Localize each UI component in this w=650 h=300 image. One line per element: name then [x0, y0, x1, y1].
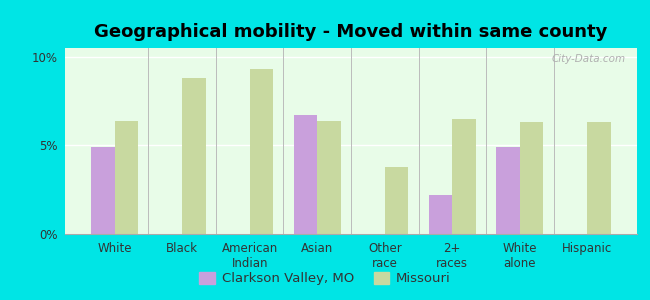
Bar: [588, 122, 611, 234]
Bar: [250, 69, 274, 234]
Bar: [385, 167, 408, 234]
Bar: [520, 122, 543, 234]
Bar: [452, 119, 476, 234]
Bar: [114, 121, 138, 234]
Legend: Clarkson Valley, MO, Missouri: Clarkson Valley, MO, Missouri: [194, 266, 456, 290]
Bar: [294, 115, 317, 234]
Bar: [496, 147, 520, 234]
Text: City-Data.com: City-Data.com: [551, 54, 625, 64]
Bar: [428, 195, 452, 234]
Bar: [91, 147, 114, 234]
Title: Geographical mobility - Moved within same county: Geographical mobility - Moved within sam…: [94, 23, 608, 41]
Bar: [182, 78, 206, 234]
Bar: [317, 121, 341, 234]
